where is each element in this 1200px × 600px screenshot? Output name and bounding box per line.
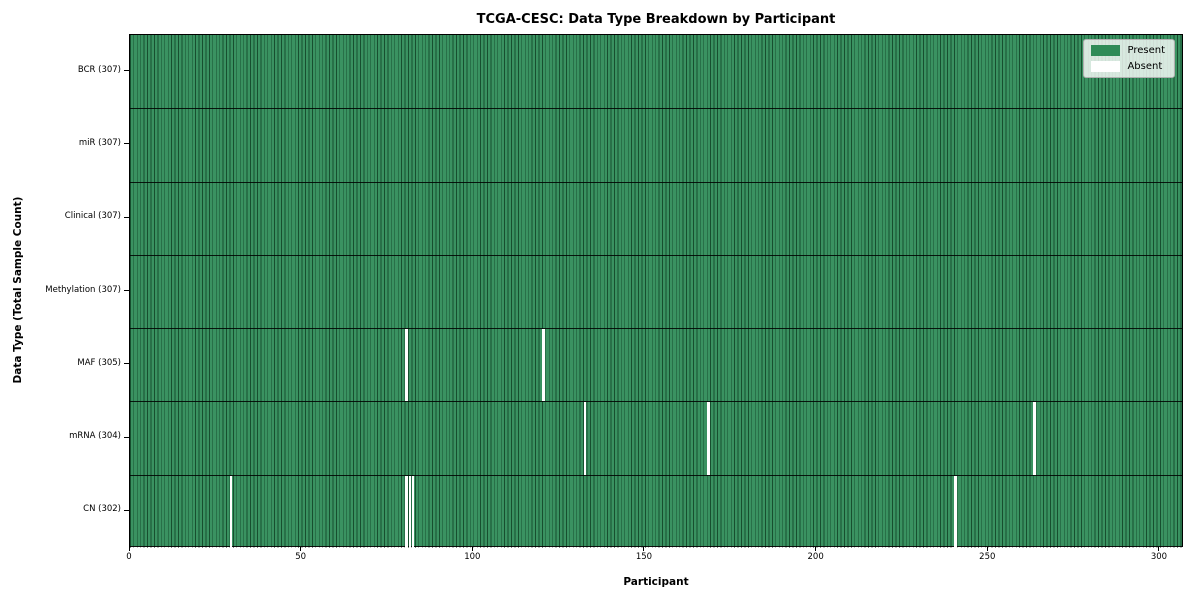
chart-title: TCGA-CESC: Data Type Breakdown by Partic…: [476, 12, 836, 27]
xtick-mark: [643, 547, 645, 551]
ytick-label-mrna: mRNA (304): [69, 431, 121, 442]
ytick-mark: [124, 143, 129, 145]
xtick-mark: [986, 547, 988, 551]
legend-item-absent: Absent: [1091, 61, 1165, 72]
xtick-label-0: 0: [126, 552, 132, 562]
x-axis-label: Participant: [623, 576, 689, 588]
heatmap-row-maf: [130, 328, 1182, 402]
present-swatch: [1091, 45, 1121, 56]
xtick-label-250: 250: [979, 552, 996, 562]
ytick-mark: [124, 509, 129, 511]
ytick-label-clinical: Clinical (307): [64, 211, 121, 222]
legend-label-absent: Absent: [1127, 61, 1163, 72]
ytick-label-maf: MAF (305): [77, 357, 121, 368]
heatmap-row-cn: [130, 474, 1182, 548]
ytick-mark: [124, 70, 129, 72]
heatmap-plot-area: Present Absent: [129, 34, 1183, 548]
xtick-mark: [471, 547, 473, 551]
ytick-mark: [124, 436, 129, 438]
ytick-label-mir: miR (307): [78, 137, 121, 148]
ytick-mark: [124, 216, 129, 218]
xtick-mark: [300, 547, 302, 551]
xtick-label-100: 100: [464, 552, 481, 562]
heatmap-row-mrna: [130, 401, 1182, 475]
absent-bar: [412, 475, 415, 548]
xtick-mark: [128, 547, 130, 551]
absent-bar: [954, 475, 957, 548]
xtick-label-200: 200: [807, 552, 824, 562]
absent-bar: [408, 475, 411, 548]
ytick-label-cn: CN (302): [83, 504, 121, 515]
absent-bar: [1033, 402, 1036, 475]
ytick-mark: [124, 363, 129, 365]
absent-bar: [583, 402, 587, 475]
absent-bar: [707, 402, 710, 475]
legend-item-present: Present: [1091, 45, 1165, 56]
heatmap-row-methylation: [130, 254, 1182, 329]
absent-bar: [230, 475, 233, 548]
legend-label-present: Present: [1127, 45, 1165, 56]
absent-bar: [542, 329, 545, 402]
absent-swatch: [1091, 61, 1121, 72]
xtick-label-150: 150: [635, 552, 653, 562]
ytick-label-bcr: BCR (307): [77, 64, 121, 75]
absent-bar: [405, 329, 408, 402]
heatmap-row-mir: [130, 108, 1182, 182]
xtick-label-50: 50: [295, 552, 307, 562]
heatmap-row-bcr: [130, 35, 1182, 109]
ytick-label-methylation: Methylation (307): [45, 284, 121, 295]
absent-bar: [405, 475, 408, 548]
ytick-mark: [124, 290, 129, 291]
xtick-mark: [815, 547, 817, 551]
xtick-label-300: 300: [1150, 552, 1168, 562]
xtick-mark: [1158, 547, 1160, 551]
heatmap-row-clinical: [130, 181, 1182, 255]
legend: Present Absent: [1083, 39, 1175, 78]
